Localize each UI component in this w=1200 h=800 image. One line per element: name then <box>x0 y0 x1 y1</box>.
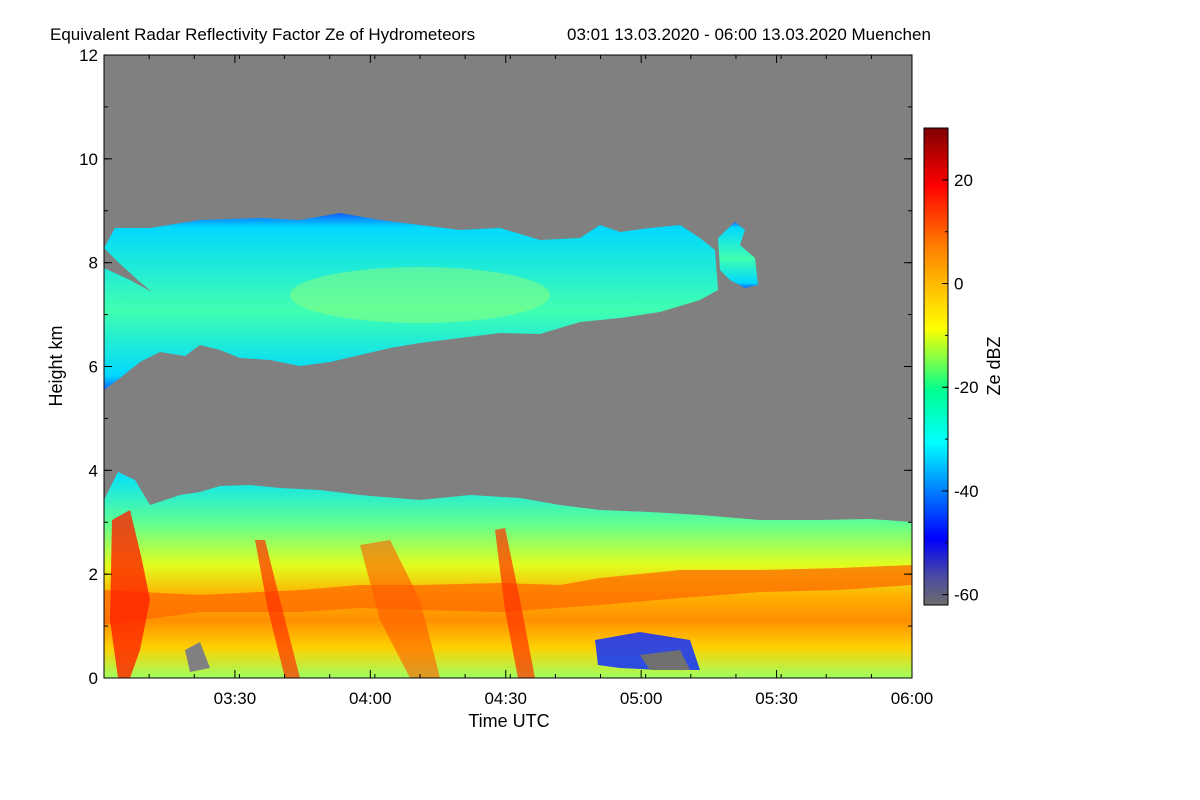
x-tick-label: 03:30 <box>214 689 257 708</box>
colorbar-tick-label: 0 <box>954 275 963 294</box>
no-echo-low-left <box>185 642 210 672</box>
plot-area <box>104 55 912 678</box>
upper-cloud-core <box>290 267 550 323</box>
colorbar-tick-label: -60 <box>954 586 979 605</box>
colorbar-tick-label: -20 <box>954 378 979 397</box>
y-tick-label: 4 <box>89 461 98 480</box>
y-axis-label: Height km <box>46 325 66 406</box>
x-axis: 03:30 04:00 04:30 05:00 05:30 06:00 <box>103 55 934 708</box>
strong-echo-streak-1 <box>255 540 300 678</box>
chart-title: Equivalent Radar Reflectivity Factor Ze … <box>50 25 475 44</box>
colorbar-label: Ze dBZ <box>984 336 1004 395</box>
y-tick-label: 12 <box>79 46 98 65</box>
y-tick-label: 2 <box>89 565 98 584</box>
strong-echo-core-left <box>110 510 150 678</box>
x-tick-label: 04:30 <box>484 689 527 708</box>
x-tick-label: 06:00 <box>891 689 934 708</box>
y-tick-label: 0 <box>89 669 98 688</box>
colorbar-tick-label: -40 <box>954 482 979 501</box>
x-tick-label: 04:00 <box>349 689 392 708</box>
no-echo-low-right <box>640 650 690 670</box>
chart-subtitle: 03:01 13.03.2020 - 06:00 13.03.2020 Muen… <box>567 25 931 44</box>
upper-cloud-fragment <box>718 222 758 288</box>
y-axis: 0 2 4 6 8 10 12 <box>79 46 912 688</box>
colorbar <box>923 127 949 606</box>
y-tick-label: 6 <box>89 358 98 377</box>
colorbar-axis: 20 0 -20 -40 -60 <box>942 127 979 605</box>
colorbar-tick-label: 20 <box>954 171 973 190</box>
x-tick-label: 05:30 <box>755 689 798 708</box>
upper-cloud-gap <box>104 248 152 292</box>
x-axis-label: Time UTC <box>468 711 549 731</box>
y-tick-label: 10 <box>79 150 98 169</box>
strong-echo-area-mid <box>360 540 440 678</box>
strong-echo-streak-2 <box>495 528 535 678</box>
upper-cloud-layer <box>104 213 718 390</box>
x-tick-label: 05:00 <box>620 689 663 708</box>
y-tick-label: 8 <box>89 254 98 273</box>
